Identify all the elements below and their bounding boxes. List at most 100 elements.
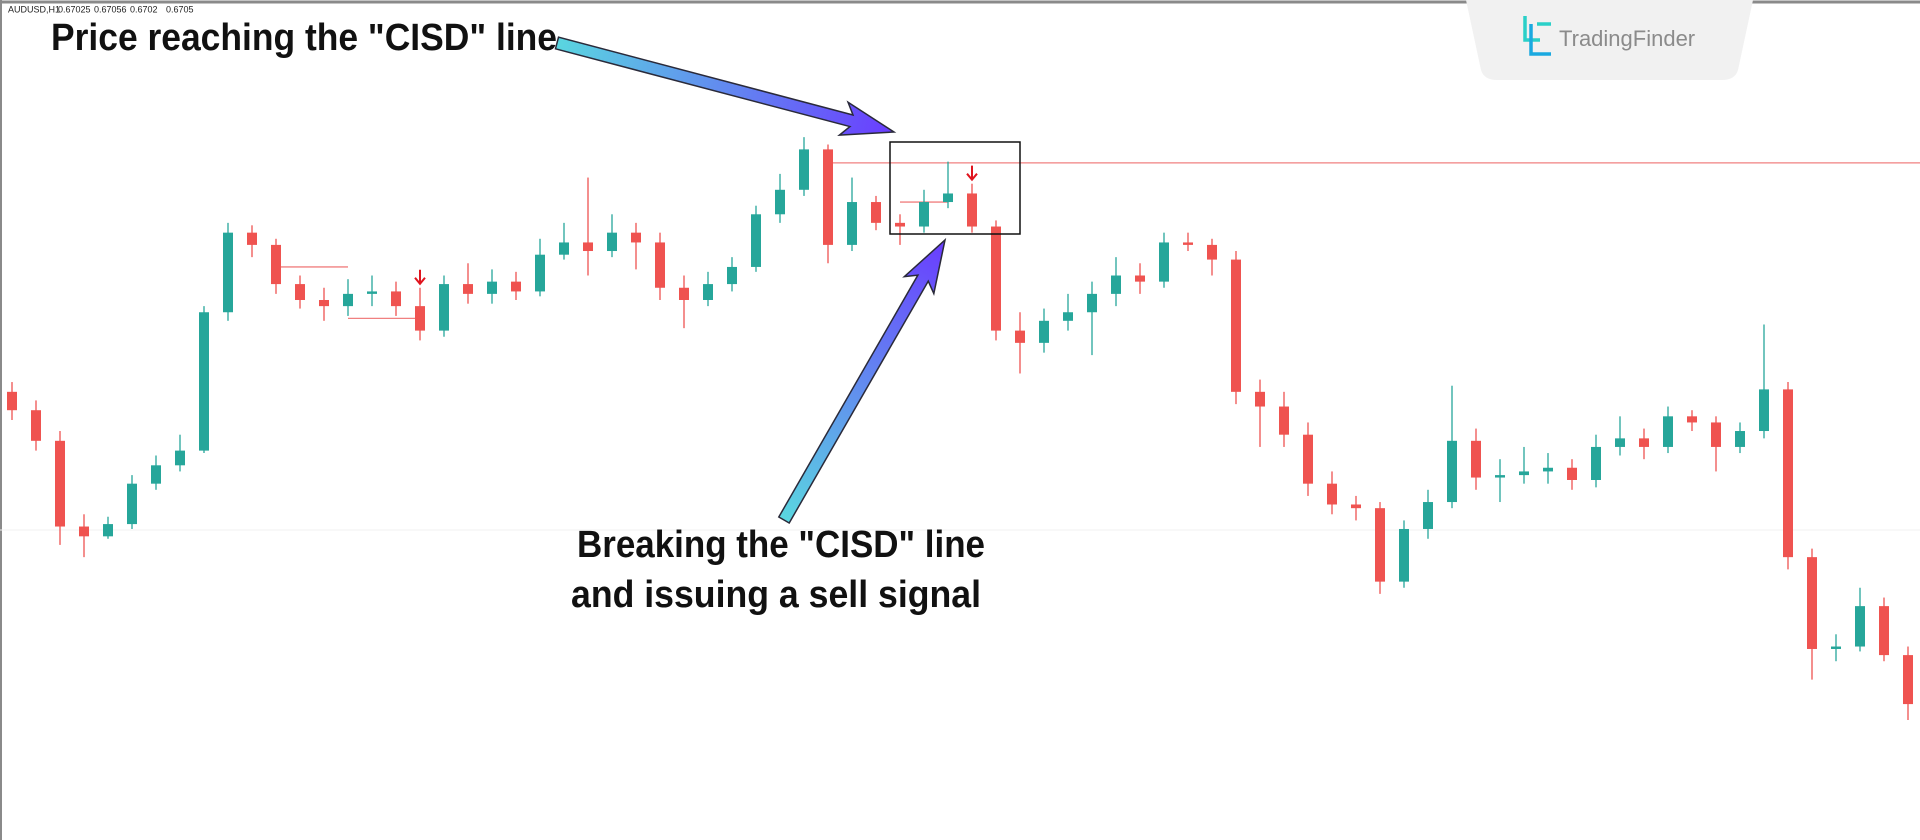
annotation-text: Breaking the "CISD" line (577, 524, 985, 566)
candle-body (1111, 275, 1121, 294)
candle-body (967, 193, 977, 227)
candle-body (1063, 312, 1073, 321)
candle-body (1135, 275, 1145, 282)
candle-body (319, 300, 329, 307)
candle-body (1687, 416, 1697, 423)
candle-body (1087, 293, 1097, 313)
candle-body (775, 189, 785, 215)
brand-tab (1466, 0, 1753, 80)
candle-body (1735, 431, 1745, 447)
candle-body (583, 242, 593, 252)
candle-body (1351, 504, 1361, 509)
annotation-text: and issuing a sell signal (571, 574, 981, 616)
candle-body (175, 450, 185, 466)
candle-body (7, 391, 17, 411)
candle-body (943, 193, 953, 203)
candle-body (1303, 434, 1313, 484)
candle-body (1543, 467, 1553, 472)
candle-body (247, 232, 257, 245)
candle-body (631, 232, 641, 243)
annotation-text: Price reaching the "CISD" line (51, 17, 557, 59)
candle-body (751, 214, 761, 267)
candle-body (151, 465, 161, 484)
candle-body (1279, 406, 1289, 435)
header-values: 0.67025 0.67056 0.6702 0.6705 (58, 4, 194, 14)
candle-body (1183, 242, 1193, 245)
candle-body (1255, 391, 1265, 407)
candle-body (655, 242, 665, 288)
brand-name: TradingFinder (1559, 26, 1695, 51)
candle-body (31, 410, 41, 441)
candle-body (1207, 244, 1217, 260)
candle-body (79, 526, 89, 537)
candle-body (1663, 416, 1673, 447)
highlight-box (889, 141, 1021, 235)
candle-body (919, 202, 929, 227)
candle-body (343, 293, 353, 307)
candle-body (1015, 330, 1025, 343)
annotation-arrow (554, 36, 897, 137)
candle-body (271, 244, 281, 285)
candle-body (823, 149, 833, 245)
candle-body (1831, 646, 1841, 649)
candle-body (103, 524, 113, 537)
candle-body (535, 254, 545, 292)
candle-body (487, 281, 497, 294)
candle-body (679, 287, 689, 300)
candle-body (127, 483, 137, 525)
candle-body (895, 222, 905, 227)
candle-body (1039, 320, 1049, 343)
candle-body (223, 232, 233, 313)
candle-body (1375, 508, 1385, 582)
candle-body (1639, 438, 1649, 447)
sell-signal (966, 165, 978, 182)
header-value: 0.67056 (94, 4, 127, 14)
candle-body (1159, 242, 1169, 282)
candle-body (607, 232, 617, 252)
header-value: 0.67025 (58, 4, 91, 14)
annotation-arrow (777, 237, 947, 525)
candle-body (1879, 606, 1889, 656)
candle-body (703, 284, 713, 300)
plot-area (7, 137, 1920, 720)
candle-body (727, 266, 737, 285)
candle-body (847, 202, 857, 245)
sell-signal (414, 269, 426, 286)
candle-body (1591, 446, 1601, 480)
candle-body (871, 202, 881, 223)
candle-body (991, 226, 1001, 331)
candle-body (1615, 438, 1625, 447)
candle-body (1399, 528, 1409, 582)
candle-body (799, 149, 809, 190)
candle-body (1519, 471, 1529, 476)
candle-body (1471, 440, 1481, 478)
candle-body (55, 440, 65, 527)
candle-body (1903, 655, 1913, 705)
candle-body (295, 284, 305, 300)
candle-body (511, 281, 521, 292)
header-value: 0.6705 (166, 4, 194, 14)
candle-body (1231, 259, 1241, 392)
brand-icon (1523, 16, 1551, 56)
candle-body (1495, 475, 1505, 478)
candle-body (415, 306, 425, 331)
candle-body (1711, 422, 1721, 447)
candle-body (1855, 606, 1865, 647)
candle-body (463, 284, 473, 294)
candle-body (1447, 440, 1457, 503)
candle-body (559, 242, 569, 255)
candle-body (439, 284, 449, 331)
candle-body (367, 291, 377, 294)
candle-body (391, 291, 401, 307)
candle-body (199, 312, 209, 451)
candle-body (1567, 467, 1577, 480)
candle-body (1759, 389, 1769, 432)
header-value: 0.6702 (130, 4, 158, 14)
candle-body (1807, 557, 1817, 649)
candle-body (1783, 389, 1793, 558)
candle-body (1423, 502, 1433, 529)
symbol-label: AUDUSD,H1 (8, 4, 60, 14)
